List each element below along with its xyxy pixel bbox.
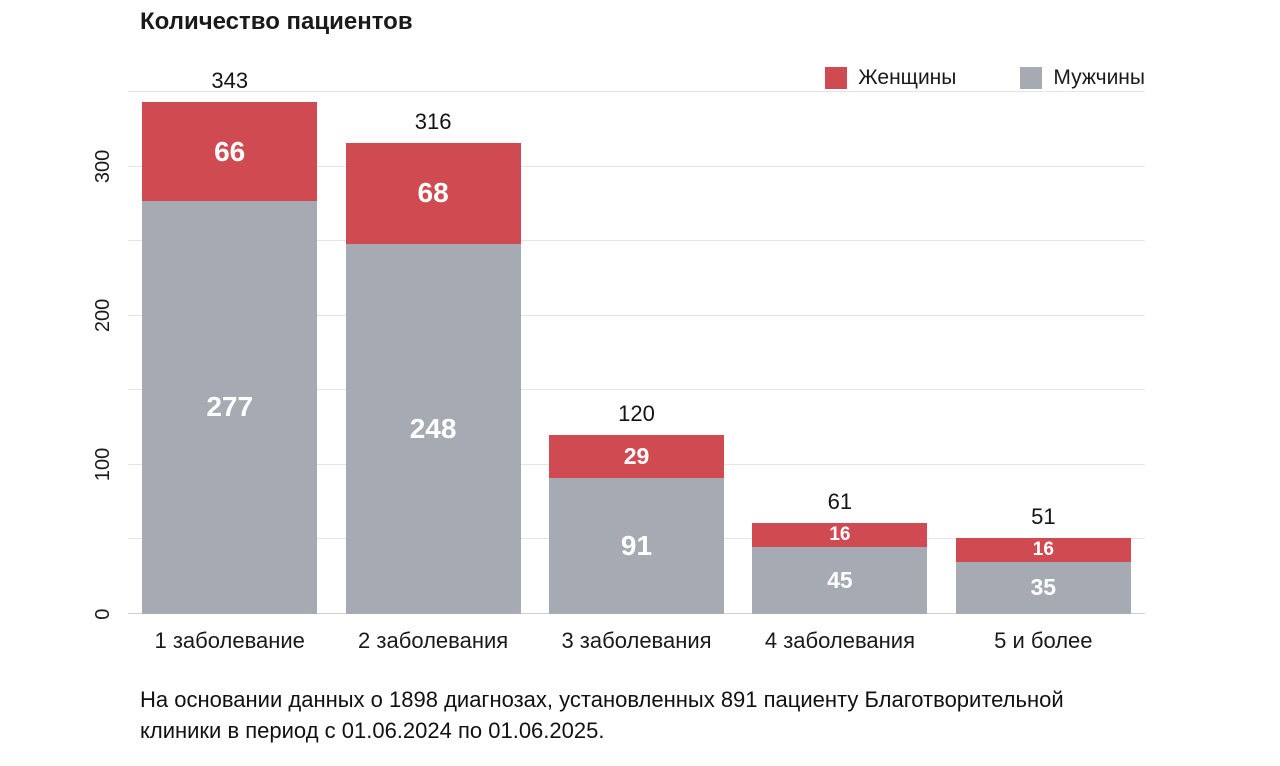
x-category-label: 1 заболевание <box>154 628 305 653</box>
gridline <box>128 389 1145 391</box>
bar-segment-women: 66 <box>142 102 318 201</box>
bar-segment-women: 68 <box>345 142 521 245</box>
stacked-bar: 68 248 <box>345 142 521 614</box>
bar-segment-men: 91 <box>549 478 724 614</box>
bar-segment-men: 248 <box>345 244 521 614</box>
bar-segment-men: 277 <box>142 200 318 614</box>
x-category-label: 4 заболевания <box>764 628 915 653</box>
stacked-bar: 16 35 <box>955 537 1131 614</box>
bar-total-label: 316 <box>414 108 452 134</box>
bar-column: 343 66 277 <box>128 68 331 614</box>
y-tick-label: 100 <box>92 448 114 482</box>
bar-segment-women: 16 <box>752 523 928 547</box>
gridline <box>128 314 1145 316</box>
bar-total-label: 120 <box>618 401 655 427</box>
chart-title: Количество пациентов <box>140 8 413 35</box>
bar-total-label: 61 <box>827 489 853 515</box>
bar-segment-men: 45 <box>752 546 928 614</box>
gridline <box>128 165 1145 167</box>
legend-swatch-icon <box>1020 67 1043 89</box>
y-tick-label: 200 <box>92 299 114 333</box>
legend-label: Женщины <box>858 66 957 89</box>
legend-item: Мужчины <box>1020 66 1145 90</box>
y-tick-label: 0 <box>92 608 114 620</box>
x-category-label: 5 и более <box>994 628 1093 653</box>
chart-footnote: На основании данных о 1898 диагнозах, ус… <box>140 687 1064 744</box>
bar-segment-men: 35 <box>955 561 1131 614</box>
bar-column: 120 29 91 <box>535 92 738 614</box>
stacked-bar: 16 45 <box>752 523 928 614</box>
chart-legend: Женщины Мужчины <box>825 66 1145 90</box>
bar-segment-women: 16 <box>955 537 1131 562</box>
bars-layer: 343 66 277 316 68 248 120 29 91 61 16 45 51 16 35 <box>128 68 1145 614</box>
x-axis: 1 заболевание 2 заболевания 3 заболевания 4… <box>128 628 1145 654</box>
bar-column: 316 68 248 <box>331 92 534 614</box>
legend-label: Мужчины <box>1053 66 1145 89</box>
legend-swatch-icon <box>825 67 848 89</box>
bar-column: 61 16 45 <box>738 92 941 614</box>
bar-column: 51 16 35 <box>942 92 1145 614</box>
gridline <box>128 240 1145 242</box>
gridline <box>128 91 1145 92</box>
bar-total-label: 343 <box>211 68 249 94</box>
y-tick-label: 300 <box>92 149 114 184</box>
x-category-label: 3 заболевания <box>561 628 712 653</box>
plot-area: 0 100 200 300 343 66 277 316 68 248 120 29 91 61 16 45… <box>92 68 1145 620</box>
stacked-bar: 66 277 <box>142 102 318 614</box>
bar-total-label: 51 <box>1031 503 1056 529</box>
x-category-label: 2 заболевания <box>358 628 509 653</box>
stacked-bar: 29 91 <box>549 435 724 614</box>
legend-item: Женщины <box>825 66 956 90</box>
bar-segment-women: 29 <box>549 435 724 479</box>
